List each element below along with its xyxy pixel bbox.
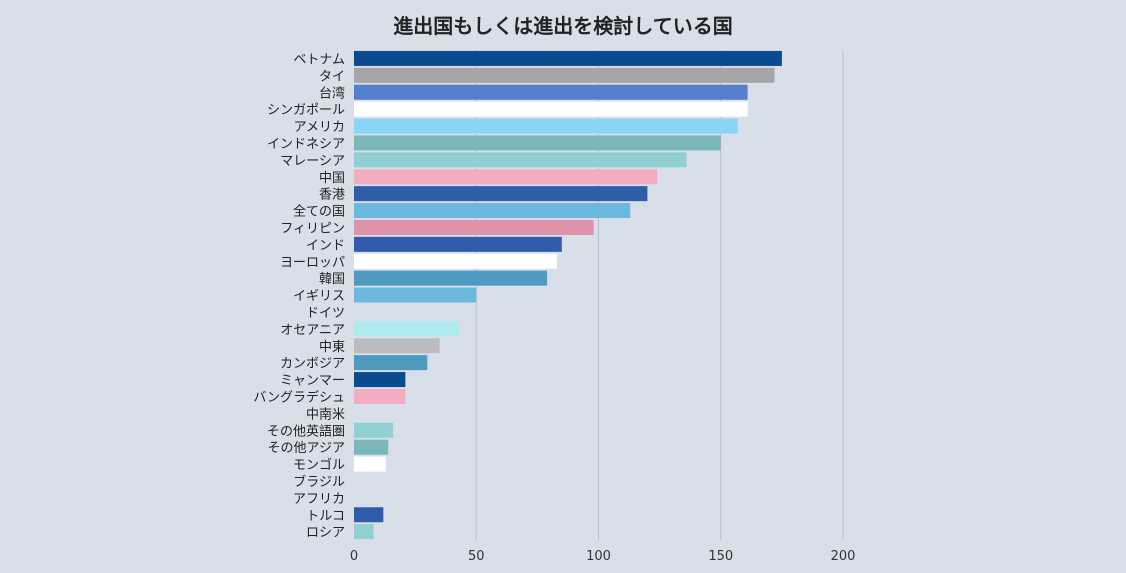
category-label: 台湾 [319,85,345,101]
category-label: 中国 [319,171,345,186]
category-label: その他アジア [268,441,345,456]
category-label: インド [306,238,345,253]
category-labels: ベトナムタイ台湾シンガポールアメリカインドネシアマレーシア中国香港全ての国フィリ… [253,52,345,540]
bar [354,67,775,83]
category-label: 中南米 [306,406,345,422]
category-label: シンガポール [267,103,345,118]
bar [354,372,406,388]
category-label: その他英語圏 [267,423,345,439]
category-label: 韓国 [319,272,345,287]
category-label: フィリピン [280,221,345,236]
x-tick-label: 200 [831,549,856,564]
bar [354,135,721,151]
bar [354,152,687,168]
bar [354,219,594,235]
bar [354,50,782,66]
category-label: 全ての国 [293,204,345,220]
category-label: ロシア [306,526,345,541]
bar [354,270,548,286]
category-label: トルコ [306,509,345,524]
bars [354,50,782,540]
bar [354,118,738,134]
category-label: ベトナム [293,52,345,67]
category-label: ブラジル [293,474,345,490]
bar [354,524,374,540]
category-label: バングラデシュ [253,389,345,405]
category-label: アフリカ [293,492,345,507]
bar [354,422,394,438]
bar [354,456,386,472]
category-label: アメリカ [294,120,345,135]
bar [354,321,460,337]
category-label: 香港 [319,188,345,203]
x-tick-label: 0 [350,549,358,564]
bar [354,287,477,303]
category-label: ミャンマー [280,374,345,389]
bar [354,84,748,100]
category-label: ドイツ [306,306,345,321]
category-label: イギリス [293,289,345,304]
bar [354,169,658,185]
category-label: マレーシア [280,154,345,169]
x-tick-label: 100 [586,549,611,564]
bar [354,101,748,117]
bar [354,388,406,404]
bar [354,355,428,371]
bar [354,439,389,455]
bar [354,507,384,523]
category-label: ヨーロッパ [280,255,345,270]
x-tick-labels: 0 50 100 150 200 [350,549,856,564]
category-label: 中東 [319,339,345,355]
category-label: モンゴル [293,457,345,473]
category-label: オセアニア [280,323,345,338]
bar [354,253,557,269]
bar [354,236,562,252]
x-tick-label: 50 [468,549,485,564]
bar [354,203,631,219]
category-label: カンボジア [280,357,345,372]
bar [354,186,648,202]
chart-title: 進出国もしくは進出を検討している国 [393,14,733,38]
x-tick-label: 150 [708,549,733,564]
bar [354,338,440,354]
category-label: インドネシア [267,137,345,152]
category-label: タイ [319,69,345,84]
